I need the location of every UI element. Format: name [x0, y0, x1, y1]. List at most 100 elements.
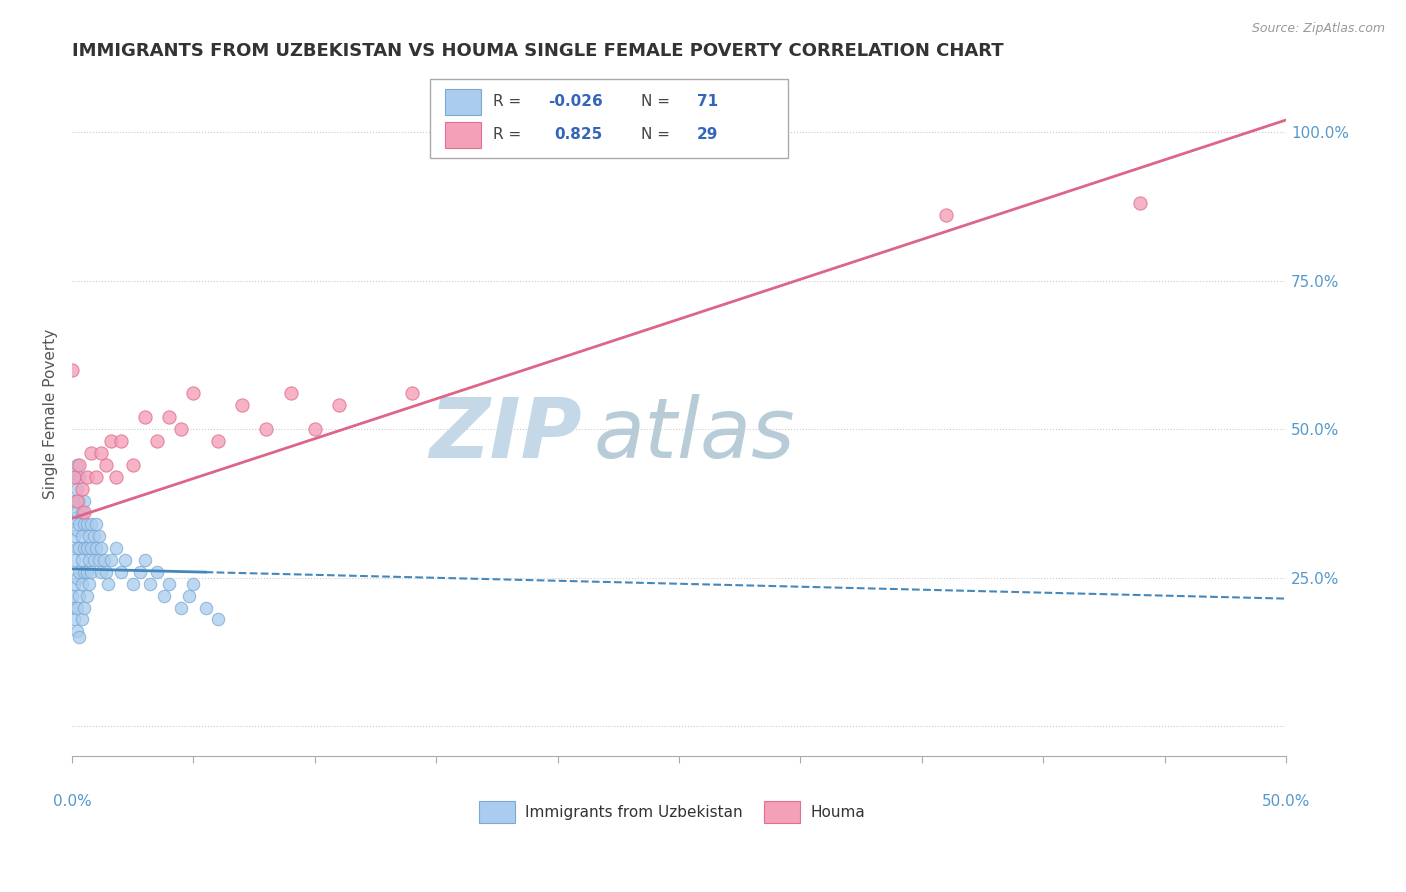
Point: [80, 541, 103, 555]
Point: [76, 469, 98, 483]
Point: [83, 529, 105, 543]
Point: [70, 576, 93, 591]
Point: [70, 612, 93, 626]
Point: [157, 576, 180, 591]
Point: [100, 553, 122, 567]
Text: atlas: atlas: [593, 394, 796, 475]
Point: [80, 565, 103, 579]
Point: [63, 469, 86, 483]
Text: R =: R =: [494, 95, 526, 110]
Point: [66, 523, 89, 537]
Point: [110, 565, 132, 579]
Point: [177, 589, 200, 603]
Point: [183, 576, 205, 591]
Point: [110, 434, 132, 448]
Point: [73, 565, 96, 579]
Point: [63, 553, 86, 567]
Point: [1129, 196, 1152, 211]
Point: [93, 553, 115, 567]
Point: [67, 458, 90, 472]
Text: 50.0%: 50.0%: [1261, 794, 1310, 809]
Point: [134, 410, 156, 425]
Point: [90, 446, 112, 460]
Point: [121, 576, 143, 591]
Point: [63, 493, 86, 508]
Text: 71: 71: [697, 95, 718, 110]
Point: [73, 541, 96, 555]
Point: [87, 529, 110, 543]
FancyBboxPatch shape: [430, 79, 789, 158]
Text: -0.026: -0.026: [548, 95, 603, 110]
FancyBboxPatch shape: [444, 121, 481, 148]
Text: IMMIGRANTS FROM UZBEKISTAN VS HOUMA SINGLE FEMALE POVERTY CORRELATION CHART: IMMIGRANTS FROM UZBEKISTAN VS HOUMA SING…: [72, 42, 1004, 60]
Point: [70, 482, 93, 496]
Point: [76, 589, 98, 603]
Point: [73, 600, 96, 615]
Point: [66, 571, 89, 585]
Point: [66, 541, 89, 555]
Point: [66, 458, 89, 472]
Point: [80, 446, 103, 460]
Point: [77, 576, 100, 591]
Point: [84, 469, 107, 483]
Point: [67, 493, 90, 508]
Text: ZIP: ZIP: [429, 394, 582, 475]
Point: [104, 469, 127, 483]
Point: [84, 541, 107, 555]
Point: [138, 576, 160, 591]
Point: [66, 624, 89, 639]
Point: [90, 565, 112, 579]
Point: [63, 529, 86, 543]
Point: [77, 553, 100, 567]
Point: [328, 398, 350, 412]
Point: [94, 565, 117, 579]
Point: [157, 410, 180, 425]
Point: [146, 434, 169, 448]
FancyBboxPatch shape: [444, 89, 481, 115]
Point: [76, 541, 98, 555]
Point: [66, 505, 89, 519]
Point: [63, 576, 86, 591]
Point: [134, 553, 156, 567]
Point: [153, 589, 176, 603]
Point: [66, 493, 89, 508]
Point: [60, 362, 83, 376]
FancyBboxPatch shape: [478, 801, 515, 823]
Point: [170, 600, 193, 615]
Point: [63, 469, 86, 483]
Point: [194, 600, 217, 615]
Point: [114, 553, 136, 567]
Point: [170, 422, 193, 436]
Point: [104, 541, 127, 555]
Point: [304, 422, 326, 436]
Point: [146, 565, 169, 579]
Point: [94, 458, 117, 472]
Point: [67, 541, 90, 555]
Point: [73, 493, 96, 508]
Point: [76, 565, 98, 579]
Point: [63, 612, 86, 626]
Point: [254, 422, 277, 436]
Point: [80, 517, 103, 532]
Point: [77, 529, 100, 543]
Point: [67, 565, 90, 579]
Y-axis label: Single Female Poverty: Single Female Poverty: [44, 329, 58, 500]
Point: [935, 208, 957, 222]
Point: [84, 517, 107, 532]
Point: [87, 553, 110, 567]
Point: [231, 398, 253, 412]
Point: [73, 505, 96, 519]
Point: [67, 469, 90, 483]
Point: [73, 517, 96, 532]
Point: [67, 589, 90, 603]
Point: [66, 600, 89, 615]
Point: [70, 529, 93, 543]
Point: [60, 589, 83, 603]
Text: 0.825: 0.825: [554, 128, 602, 142]
Point: [183, 386, 205, 401]
Point: [100, 434, 122, 448]
FancyBboxPatch shape: [763, 801, 800, 823]
Text: Immigrants from Uzbekistan: Immigrants from Uzbekistan: [524, 805, 742, 820]
Point: [401, 386, 423, 401]
Text: R =: R =: [494, 128, 526, 142]
